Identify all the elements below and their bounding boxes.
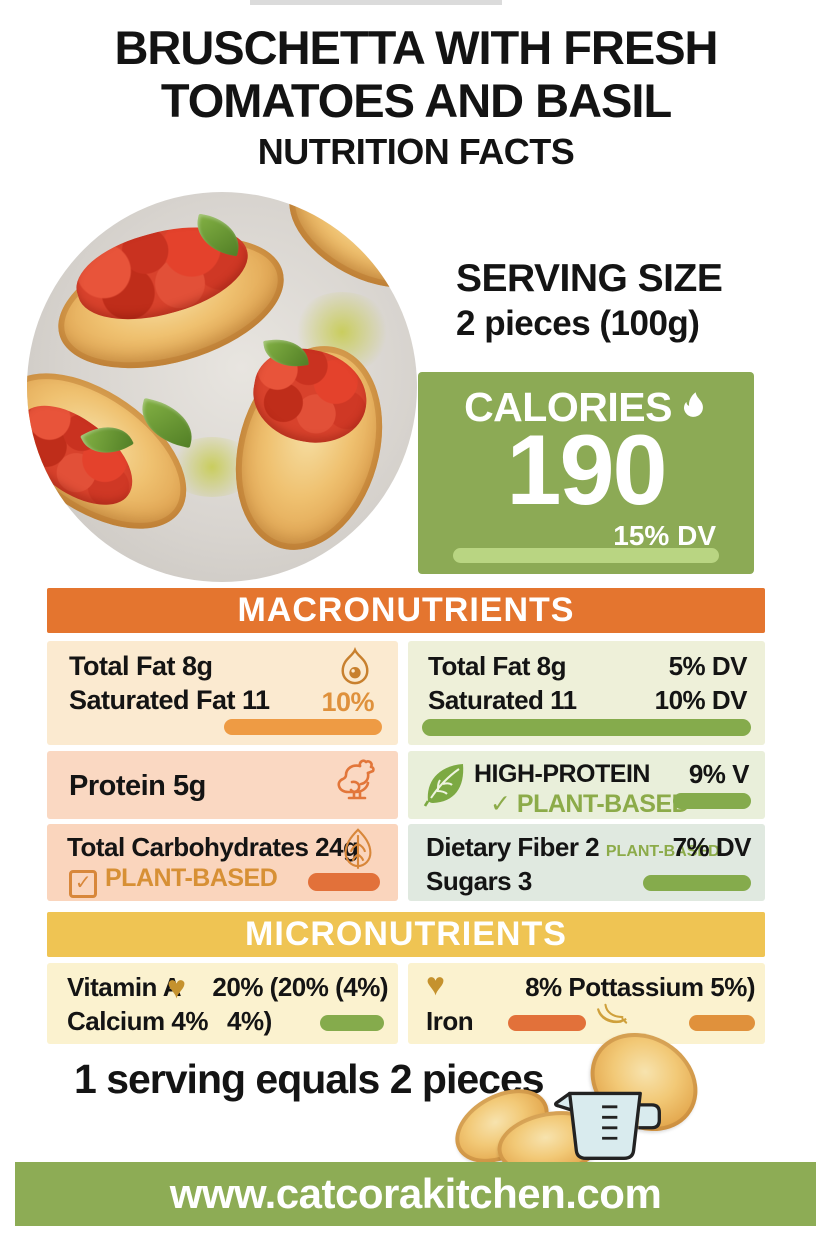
carbs-progress-bar (308, 873, 380, 891)
fat-card-right: Total Fat 8g 5% DV Saturated 11 10% DV (408, 641, 765, 745)
fat-percent: 10% (321, 687, 374, 717)
calories-label: CALORIES (464, 384, 672, 430)
measuring-cup-icon (545, 1082, 663, 1164)
heart-icon: ♥ (426, 966, 445, 1002)
fat-dv-value-2: 10% DV (654, 685, 748, 715)
calories-box: CALORIES 190 15% DV (418, 372, 754, 574)
bruschetta-photo (27, 192, 417, 582)
chicken-icon (326, 757, 382, 813)
title-line-1: BRUSCHETTA WITH FRESH (114, 21, 718, 74)
flame-icon (680, 391, 708, 425)
fiber-dv: 7% DV (672, 832, 752, 862)
calories-progress-bar (453, 548, 719, 563)
iron-label: Iron (426, 1006, 474, 1036)
plant-based-badge: ✓ PLANT-BASED (490, 790, 690, 818)
calcium-value: 4%) (227, 1006, 272, 1036)
footer-banner: www.catcorakitchen.com (15, 1162, 816, 1226)
saturated-fat-label: Saturated Fat 11 (69, 685, 270, 715)
carbs-label: Total Carbohydrates 24g (67, 832, 359, 862)
checkbox-check-icon: ✓ (69, 870, 97, 898)
title-subtitle: NUTRITION FACTS (257, 131, 575, 173)
micronutrients-banner-label: MICRONUTRIENTS (245, 915, 567, 953)
carbs-card-right: Dietary Fiber 2 PLANT-BASED 7% DV Sugars… (408, 824, 765, 901)
fat-dv-value-1: 5% DV (668, 651, 748, 681)
high-protein-label: HIGH-PROTEIN (474, 760, 650, 788)
carbs-plant-based-badge: ✓ PLANT-BASED (69, 864, 278, 898)
iron-progress-bar (508, 1015, 586, 1031)
sugars-label: Sugars 3 (426, 866, 532, 896)
page-title: BRUSCHETTA WITH FRESH TOMATOES AND BASIL… (0, 21, 832, 173)
title-line-2: TOMATOES AND BASIL (160, 73, 672, 127)
vitamin-a-value: 20% (20% (4%) (212, 972, 388, 1002)
fat-card-left: Total Fat 8g Saturated Fat 11 10% (47, 641, 398, 745)
protein-label: Protein 5g (69, 770, 206, 802)
serving-size-value: 2 pieces (100g) (456, 303, 700, 343)
check-icon: ✓ (490, 790, 511, 818)
banana-icon (594, 1001, 632, 1033)
carbs-card-left: Total Carbohydrates 24g ✓ PLANT-BASED (47, 824, 398, 901)
potassium-progress-bar (689, 1015, 755, 1031)
serving-size-heading: SERVING SIZE (456, 257, 723, 300)
high-protein-dv: 9% V (688, 759, 750, 789)
micronutrients-banner: MICRONUTRIENTS (47, 912, 765, 957)
fiber-progress-bar (643, 875, 751, 891)
protein-card-right: HIGH-PROTEIN 9% V ✓ PLANT-BASED (408, 751, 765, 819)
calcium-label: Calcium 4% (67, 1006, 208, 1036)
avocado-icon (338, 647, 372, 689)
vitamin-a-label: Vitamin A (67, 972, 181, 1002)
website-url: www.catcorakitchen.com (169, 1170, 662, 1217)
calories-dv: 15% DV (613, 520, 716, 551)
leaf-icon (422, 759, 466, 807)
fat-progress-bar (224, 719, 382, 735)
protein-progress-bar (673, 793, 751, 809)
fat-dv-label-2: Saturated 11 (428, 685, 577, 715)
total-fat-label: Total Fat 8g (69, 651, 213, 681)
serving-note: 1 serving equals 2 pieces (74, 1056, 545, 1102)
fiber-label: Dietary Fiber 2 PLANT-BASED (426, 832, 720, 862)
macronutrients-banner: MACRONUTRIENTS (47, 588, 765, 633)
leaf-outline-icon (340, 828, 376, 874)
top-crop-artifact (250, 0, 502, 5)
potassium-value: 8% Pottassium 5%) (525, 972, 755, 1002)
macronutrients-banner-label: MACRONUTRIENTS (237, 591, 575, 629)
fiber-plant-based-tag: PLANT-BASED (605, 843, 720, 860)
protein-card-left: Protein 5g (47, 751, 398, 819)
calories-header: CALORIES (418, 384, 754, 431)
fat-dv-progress-bar (422, 719, 751, 736)
fat-dv-label-1: Total Fat 8g (428, 651, 566, 681)
vitamin-card-left: Vitamin A ♥ 20% (20% (4%) Calcium 4% 4%) (47, 963, 398, 1044)
heart-icon: ♥ (167, 969, 186, 1005)
calcium-progress-bar (320, 1015, 384, 1031)
calories-value: 190 (506, 414, 667, 525)
mineral-card-right: ♥ 8% Pottassium 5%) Iron (408, 963, 765, 1044)
serving-size-block: SERVING SIZE 2 pieces (100g) (456, 257, 723, 343)
